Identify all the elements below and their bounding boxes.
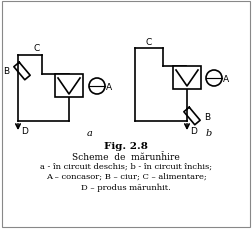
Text: a - în circuit deschis; b - în circuit închis;: a - în circuit deschis; b - în circuit î… <box>40 162 212 170</box>
Text: b: b <box>206 128 212 137</box>
Text: A: A <box>106 82 112 91</box>
Text: A: A <box>223 74 229 83</box>
Text: Fig. 2.8: Fig. 2.8 <box>104 141 148 150</box>
Text: Scheme  de  mărunȟire: Scheme de mărunȟire <box>72 152 180 161</box>
Text: D – produs mărunȟit.: D – produs mărunȟit. <box>81 182 171 191</box>
Text: D: D <box>21 126 28 135</box>
Text: a: a <box>87 128 93 137</box>
Bar <box>173 67 201 90</box>
Text: B: B <box>204 113 210 122</box>
Text: C: C <box>146 38 152 47</box>
Text: D: D <box>190 126 197 135</box>
Text: B: B <box>3 66 9 75</box>
Text: A – concasor; B – ciur; C – alimentare;: A – concasor; B – ciur; C – alimentare; <box>46 172 206 180</box>
Bar <box>55 75 83 98</box>
Text: C: C <box>34 44 40 53</box>
